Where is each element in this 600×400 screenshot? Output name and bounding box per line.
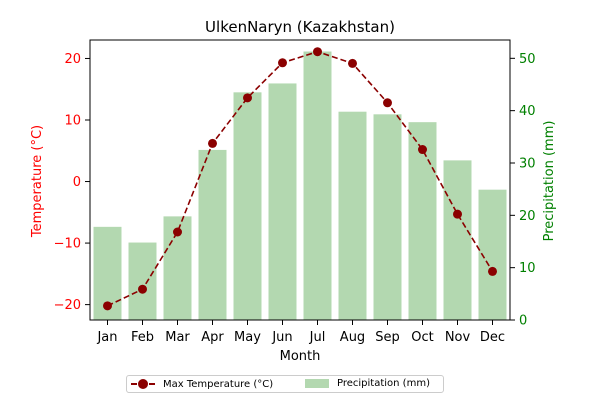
left-tick-label: 10 [64, 114, 81, 129]
precipitation-bar-aug [338, 111, 367, 321]
right-tick-label: 10 [519, 261, 536, 276]
x-tick-label-nov: Nov [445, 330, 471, 345]
precipitation-bar-feb [128, 242, 157, 320]
x-tick-label-feb: Feb [131, 330, 154, 345]
plot-border [89, 39, 511, 321]
temperature-point-mar [173, 227, 182, 237]
temperature-point-nov [453, 209, 462, 219]
temperature-point-feb [138, 284, 147, 294]
temperature-point-jun [278, 58, 287, 68]
precipitation-bar-apr [198, 149, 227, 320]
x-tick-label-oct: Oct [411, 330, 433, 345]
x-tick-label-sep: Sep [375, 330, 400, 345]
x-tick-label-jul: Jul [309, 330, 326, 345]
left-tick-label: −10 [54, 237, 81, 252]
right-tick-label: 50 [519, 52, 536, 67]
chart-title: UlkenNaryn (Kazakhstan) [205, 18, 395, 36]
left-axis-ticks: −20 −10 0 10 20 [54, 52, 90, 313]
right-axis-ticks: 0 10 20 30 40 50 [510, 52, 536, 329]
x-tick-label-apr: Apr [201, 330, 224, 345]
x-tick-label-aug: Aug [340, 330, 365, 345]
right-tick-label: 0 [519, 314, 527, 329]
temperature-point-oct [418, 145, 427, 155]
precipitation-bar-jul [303, 51, 332, 321]
x-tick-label-mar: Mar [165, 330, 190, 345]
temperature-point-jan [103, 301, 112, 311]
precipitation-bar-sep [373, 114, 402, 321]
legend-line-marker [131, 378, 155, 390]
left-tick-label: 20 [64, 52, 81, 67]
right-tick-label: 40 [519, 104, 536, 119]
temperature-point-may [243, 93, 252, 103]
temperature-point-jul [313, 47, 322, 57]
precipitation-bar-oct [408, 122, 437, 321]
x-tick-label-may: May [234, 330, 261, 345]
temperature-series-line [107, 50, 494, 307]
temperature-point-sep [383, 98, 392, 108]
left-tick-label: 0 [73, 175, 81, 190]
right-axis-label: Precipitation (mm) [542, 121, 557, 242]
legend-label-precipitation: Precipitation (mm) [337, 378, 430, 389]
temperature-point-aug [348, 58, 357, 68]
left-axis-label: Temperature (°C) [30, 125, 45, 238]
x-tick-label-jun: Jun [271, 330, 292, 345]
legend-entry-temperature: Max Temperature (°C) [131, 378, 273, 390]
temperature-point-apr [208, 138, 217, 148]
precipitation-bars [93, 51, 507, 321]
x-tick-label-jan: Jan [96, 330, 117, 345]
chart-legend: Max Temperature (°C) Precipitation (mm) [126, 375, 444, 393]
x-tick-label-dec: Dec [480, 330, 505, 345]
right-tick-label: 20 [519, 209, 536, 224]
precipitation-bar-nov [443, 160, 472, 320]
precipitation-bar-may [233, 92, 262, 320]
precipitation-bar-jun [268, 83, 297, 320]
legend-bar-marker [305, 379, 329, 388]
x-axis-label: Month [280, 349, 321, 364]
left-tick-label: −20 [54, 298, 81, 313]
temperature-point-dec [488, 266, 497, 276]
legend-entry-precipitation: Precipitation (mm) [305, 378, 430, 389]
temperature-line [103, 47, 497, 311]
x-axis-ticks: Jan Feb Mar Apr May Jun Jul Aug Sep Oct Nov Dec [96, 320, 505, 345]
legend-label-temperature: Max Temperature (°C) [163, 378, 274, 390]
plot-frame [89, 39, 511, 321]
right-tick-label: 30 [519, 156, 536, 171]
